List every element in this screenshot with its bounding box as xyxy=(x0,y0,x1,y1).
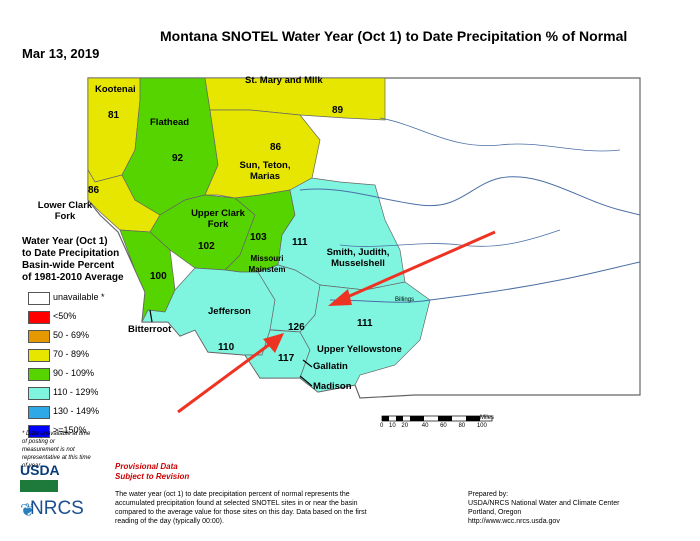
legend-label: 70 - 89% xyxy=(53,349,90,359)
basin-label-lower-clark-fork: Lower Clark Fork xyxy=(37,200,93,222)
river-milk xyxy=(379,117,621,152)
arrow-northeast xyxy=(344,230,496,300)
legend-item: unavailable * xyxy=(28,292,188,306)
legend-footnote: * Data unavailable at time of posting or… xyxy=(22,431,91,469)
usda-logo: USDA xyxy=(20,462,60,478)
basin-pct-missouri-mainstem: 103 xyxy=(250,232,267,243)
basin-label-bitterroot: Bitterroot xyxy=(128,324,172,335)
basin-label-jefferson: Jefferson xyxy=(208,306,251,317)
basin-label-smith-judith-musselshell: Smith, Judith, Musselshell xyxy=(326,247,390,269)
legend-swatch xyxy=(28,406,50,419)
nrcs-logo: NRCS xyxy=(30,498,84,519)
legend-item: 50 - 69% xyxy=(28,330,188,344)
legend-item: 70 - 89% xyxy=(28,349,188,363)
legend-swatch xyxy=(28,311,50,324)
legend-item: >=150% xyxy=(28,425,188,439)
basin-pct-smith-judith-musselshell: 111 xyxy=(292,237,308,248)
legend-item: 110 - 129% xyxy=(28,387,188,401)
basin-pct-jefferson: 110 xyxy=(218,342,235,353)
legend-swatch xyxy=(28,425,50,438)
legend-swatch xyxy=(28,349,50,362)
callout-gallatin xyxy=(302,359,313,368)
prepared-by: Prepared by: USDA/NRCS National Water an… xyxy=(468,491,620,525)
legend-item: <50% xyxy=(28,311,188,325)
basin-pct-bitterroot: 100 xyxy=(150,271,167,282)
legend-label: <50% xyxy=(53,311,77,321)
basin-pct-sun-teton-marias: 86 xyxy=(270,142,282,153)
basin-pct-flathead: 92 xyxy=(172,153,184,164)
basin-label-upper-yellowstone: Upper Yellowstone xyxy=(317,344,402,355)
legend-item: 130 - 149% xyxy=(28,406,188,420)
legend-label: 110 - 129% xyxy=(53,387,99,397)
description-text: The water year (oct 1) to date precipita… xyxy=(115,491,367,525)
basin-pct-madison: 117 xyxy=(278,353,295,364)
basin-label-missouri-mainstem: Missouri Mainstem xyxy=(248,254,286,274)
scale-unit: Miles xyxy=(480,415,495,421)
basin-upper-yellowstone xyxy=(299,281,431,393)
river-yellowstone xyxy=(329,261,641,303)
legend-label: >=150% xyxy=(53,425,87,435)
basin-label-st-mary-milk: St. Mary and Milk xyxy=(245,75,323,86)
map-date: Mar 13, 2019 xyxy=(22,46,100,61)
legend-item: 90 - 109% xyxy=(28,368,188,382)
city-label-billings: Billings xyxy=(395,297,415,303)
basin-pct-gallatin: 126 xyxy=(288,322,305,333)
map-title: Montana SNOTEL Water Year (Oct 1) to Dat… xyxy=(160,28,628,44)
legend-label: unavailable * xyxy=(53,292,105,302)
arrow-southwest xyxy=(177,342,271,414)
arrow-southwest-head xyxy=(263,333,284,353)
basin-label-flathead: Flathead xyxy=(150,117,190,128)
legend-label: 50 - 69% xyxy=(53,330,90,340)
callout-bitterroot xyxy=(149,309,153,323)
river-missouri xyxy=(299,176,641,216)
legend-title: Water Year (Oct 1) to Date Precipitation… xyxy=(22,236,124,283)
provisional-note: Provisional Data Subject to Revision xyxy=(115,462,190,481)
basin-label-gallatin: Gallatin xyxy=(313,361,348,372)
basin-label-kootenai: Kootenai xyxy=(95,84,136,95)
basin-label-sun-teton-marias: Sun, Teton, Marias xyxy=(239,160,291,182)
basin-pct-kootenai: 81 xyxy=(108,110,120,121)
basin-pct-upper-clark-fork: 102 xyxy=(198,241,215,252)
river-musselshell xyxy=(339,229,561,247)
callout-madison xyxy=(299,375,313,387)
basin-label-upper-clark-fork: Upper Clark Fork xyxy=(191,208,245,230)
legend-swatch xyxy=(28,387,50,400)
nrcs-drop-icon: ❦ xyxy=(20,500,36,520)
scale-ticks: 0 10 20 40 60 80 100 xyxy=(380,423,487,429)
legend-label: 130 - 149% xyxy=(53,406,100,416)
legend-label: 90 - 109% xyxy=(53,368,95,378)
basin-pct-st-mary-milk: 89 xyxy=(332,105,344,116)
basin-label-madison: Madison xyxy=(313,381,352,392)
basin-pct-lower-clark-fork: 86 xyxy=(88,185,100,196)
legend-swatch xyxy=(28,292,50,305)
legend-swatch xyxy=(28,330,50,343)
basin-pct-upper-yellowstone: 111 xyxy=(357,318,373,329)
legend-swatch xyxy=(28,368,50,381)
arrow-northeast-head xyxy=(328,289,352,306)
usda-logo-bar xyxy=(20,480,58,492)
